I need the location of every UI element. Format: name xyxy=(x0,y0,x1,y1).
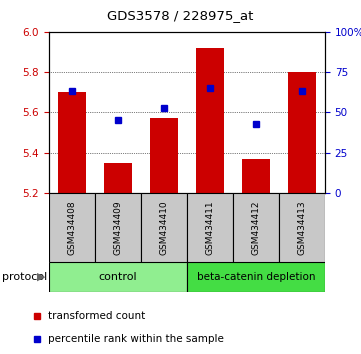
Bar xyxy=(242,159,270,193)
Text: GSM434411: GSM434411 xyxy=(205,200,214,255)
Bar xyxy=(95,193,141,262)
Bar xyxy=(288,72,316,193)
Text: GSM434412: GSM434412 xyxy=(251,200,260,255)
Bar xyxy=(150,119,178,193)
Bar xyxy=(104,163,132,193)
Bar xyxy=(141,193,187,262)
Text: beta-catenin depletion: beta-catenin depletion xyxy=(197,272,315,282)
Bar xyxy=(49,262,187,292)
Bar xyxy=(49,193,95,262)
Text: control: control xyxy=(99,272,137,282)
Bar xyxy=(233,193,279,262)
Bar xyxy=(196,48,224,193)
Text: GSM434409: GSM434409 xyxy=(113,200,122,255)
Text: GSM434410: GSM434410 xyxy=(159,200,168,255)
Text: GSM434413: GSM434413 xyxy=(297,200,306,255)
Text: GSM434408: GSM434408 xyxy=(67,200,76,255)
Text: protocol: protocol xyxy=(2,272,47,282)
Text: ▶: ▶ xyxy=(37,272,46,282)
Bar xyxy=(279,193,325,262)
Text: percentile rank within the sample: percentile rank within the sample xyxy=(48,334,224,344)
Bar xyxy=(187,193,233,262)
Text: transformed count: transformed count xyxy=(48,311,145,321)
Text: GDS3578 / 228975_at: GDS3578 / 228975_at xyxy=(107,9,254,22)
Bar xyxy=(58,92,86,193)
Bar xyxy=(187,262,325,292)
